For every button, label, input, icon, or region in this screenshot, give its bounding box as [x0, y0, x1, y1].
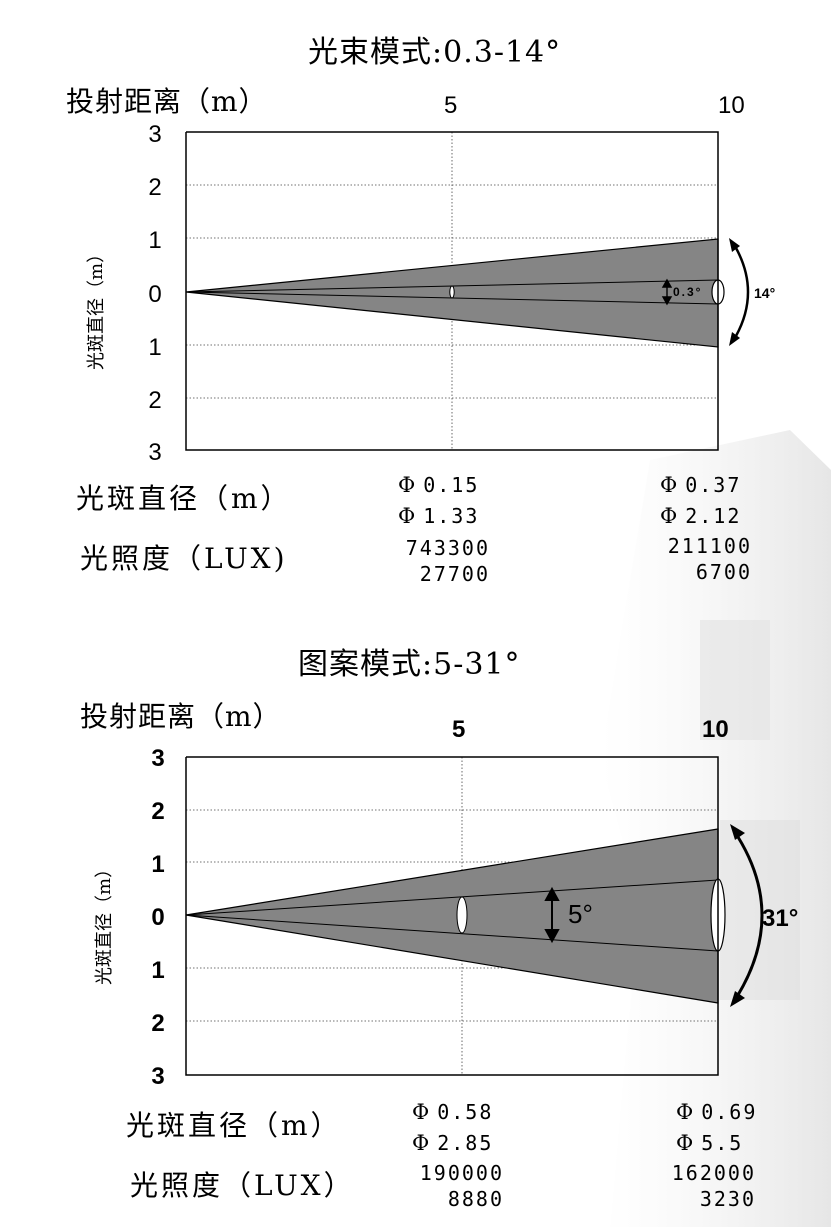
grid [186, 132, 718, 450]
y-tick-label: 1 [151, 957, 165, 984]
lux-max-10m: 211100 [667, 534, 752, 558]
y-tick-label: 2 [148, 174, 162, 201]
y-tick-label: 1 [148, 227, 162, 254]
spot-ellipse [456, 896, 468, 934]
y-tick-label: 2 [151, 798, 165, 825]
y-tick-label: 3 [148, 439, 162, 466]
inner-angle-label: 5° [568, 899, 593, 929]
lux-max-5m: 743300 [405, 536, 490, 560]
y-tick-label: 0 [148, 281, 162, 308]
diagram-title: 光束模式:0.3-14° [308, 35, 562, 70]
y-tick-label: 1 [151, 851, 165, 878]
lux-min-10m: 6700 [695, 560, 752, 584]
spot-ellipse [449, 285, 455, 299]
lux-min-5m: 8880 [447, 1187, 504, 1211]
beam-mode-diagram: 光束模式:0.3-14° 投射距离（m） 5 10 3 2 1 0 1 2 3 … [0, 0, 831, 600]
lux-min-10m: 3230 [699, 1187, 756, 1211]
outer-angle-arrow-head [730, 824, 745, 840]
lux-row-label: 光照度（LUX) [80, 542, 288, 575]
y-tick-label: 3 [151, 1063, 165, 1090]
diameter-max-5m: Φ 1.33 [398, 504, 480, 528]
x-tick-label: 5 [444, 92, 458, 119]
distance-axis-label: 投射距离（m） [80, 700, 282, 733]
distance-axis-label: 投射距离（m） [66, 85, 268, 118]
outer-angle-arrow-head [730, 991, 745, 1007]
diameter-min-10m: Φ 0.69 [676, 1100, 758, 1124]
diameter-row-label: 光斑直径（m） [126, 1109, 342, 1142]
y-tick-label: 0 [151, 904, 165, 931]
x-tick-label: 5 [452, 716, 466, 743]
diameter-max-5m: Φ 2.85 [412, 1131, 494, 1155]
pattern-plot [185, 756, 764, 1076]
diameter-max-10m: Φ 5.5 [676, 1131, 744, 1155]
x-tick-label: 10 [702, 716, 729, 743]
beam-plot [185, 131, 750, 451]
x-tick-label: 10 [718, 92, 745, 119]
inner-beam-edge [185, 914, 719, 952]
outer-angle-arrow [734, 247, 750, 337]
lux-max-5m: 190000 [419, 1161, 504, 1185]
inner-beam-edge [185, 879, 719, 916]
inner-angle-label: 0.3° [673, 285, 703, 299]
diagram-title: 图案模式:5-31° [298, 647, 521, 682]
inner-angle-arrow [544, 886, 560, 944]
diameter-min-5m: Φ 0.58 [412, 1100, 494, 1124]
lux-max-10m: 162000 [671, 1161, 756, 1185]
outer-beam-cone [185, 828, 719, 1004]
y-tick-label: 3 [148, 121, 162, 148]
frame [185, 131, 719, 451]
outer-angle-label: 14° [754, 285, 776, 301]
y-tick-label: 1 [148, 334, 162, 361]
lux-row-label: 光照度（LUX） [130, 1169, 355, 1202]
diameter-row-label: 光斑直径（m） [76, 482, 292, 515]
pattern-mode-diagram: 图案模式:5-31° 投射距离（m） 5 10 3 2 1 0 1 2 3 光斑… [0, 615, 831, 1227]
y-tick-label: 2 [148, 387, 162, 414]
diameter-min-5m: Φ 0.15 [398, 473, 480, 497]
lux-min-5m: 27700 [419, 562, 490, 586]
y-tick-label: 2 [151, 1010, 165, 1037]
outer-angle-arrow [736, 836, 764, 996]
y-tick-label: 3 [151, 745, 165, 772]
inner-angle-arrow [661, 278, 673, 306]
outer-angle-arrow-head [729, 238, 740, 252]
diameter-max-10m: Φ 2.12 [660, 504, 742, 528]
outer-angle-label: 31° [762, 905, 799, 932]
outer-angle-arrow-head [729, 332, 740, 346]
frame [185, 756, 719, 1076]
diameter-min-10m: Φ 0.37 [660, 473, 742, 497]
